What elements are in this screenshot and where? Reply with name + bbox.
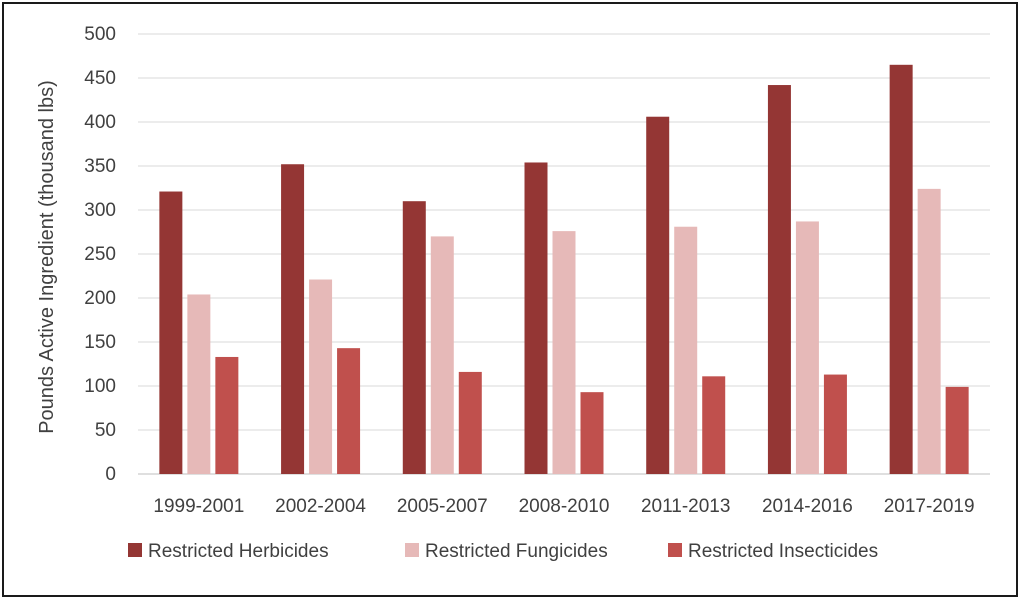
x-tick-label: 2017-2019 bbox=[884, 496, 975, 517]
bar-chart: 0 50 100 150 200 250 300 350 400 450 500 1999-2001… bbox=[36, 24, 990, 562]
bar bbox=[945, 386, 969, 474]
bar bbox=[702, 376, 726, 474]
y-tick-label: 250 bbox=[84, 244, 116, 265]
legend-swatch bbox=[405, 543, 419, 557]
y-tick-label: 300 bbox=[84, 200, 116, 221]
x-tick-label: 2011-2013 bbox=[641, 496, 730, 517]
bar bbox=[580, 392, 604, 474]
x-tick-label: 2002-2004 bbox=[275, 496, 366, 517]
bar bbox=[458, 371, 482, 474]
y-tick-label: 500 bbox=[84, 24, 116, 45]
bar bbox=[646, 116, 670, 474]
bar bbox=[823, 374, 847, 474]
x-tick-label: 2008-2010 bbox=[519, 496, 610, 517]
x-tick-label: 2014-2016 bbox=[762, 496, 853, 517]
y-tick-labels: 0 50 100 150 200 250 300 350 400 450 500 bbox=[84, 24, 116, 485]
bar bbox=[159, 191, 183, 474]
bar bbox=[889, 64, 913, 475]
bar bbox=[795, 221, 819, 474]
bar bbox=[674, 226, 698, 474]
y-tick-label: 350 bbox=[84, 156, 116, 177]
bar bbox=[281, 164, 305, 475]
bar bbox=[187, 294, 211, 474]
y-tick-label: 100 bbox=[84, 376, 116, 397]
y-tick-label: 200 bbox=[84, 288, 116, 309]
legend-swatch bbox=[128, 543, 142, 557]
bar bbox=[309, 279, 333, 474]
chart-frame: 0 50 100 150 200 250 300 350 400 450 500 1999-2001… bbox=[2, 2, 1018, 597]
x-tick-label: 2005-2007 bbox=[397, 496, 488, 517]
y-tick-label: 450 bbox=[84, 68, 116, 89]
bar bbox=[402, 201, 426, 474]
legend: Restricted Herbicides Restricted Fungicid… bbox=[128, 541, 878, 562]
x-tick-label: 1999-2001 bbox=[153, 496, 244, 517]
bar bbox=[524, 162, 548, 475]
bar bbox=[917, 188, 941, 474]
bar bbox=[215, 356, 239, 474]
bar bbox=[430, 236, 454, 474]
y-tick-label: 400 bbox=[84, 112, 116, 133]
bar bbox=[552, 231, 576, 474]
y-tick-label: 50 bbox=[95, 420, 116, 441]
y-tick-label: 0 bbox=[105, 464, 116, 485]
y-tick-label: 150 bbox=[84, 332, 116, 353]
y-axis-title: Pounds Active Ingredient (thousand lbs) bbox=[36, 80, 58, 434]
bars bbox=[159, 64, 969, 475]
legend-label: Restricted Insecticides bbox=[688, 541, 878, 562]
x-tick-labels: 1999-2001 2002-2004 2005-2007 2008-2010 2011… bbox=[153, 496, 974, 517]
bar bbox=[767, 85, 791, 474]
legend-label: Restricted Fungicides bbox=[425, 541, 608, 562]
bar bbox=[337, 348, 361, 474]
legend-label: Restricted Herbicides bbox=[148, 541, 329, 562]
legend-swatch bbox=[668, 543, 682, 557]
